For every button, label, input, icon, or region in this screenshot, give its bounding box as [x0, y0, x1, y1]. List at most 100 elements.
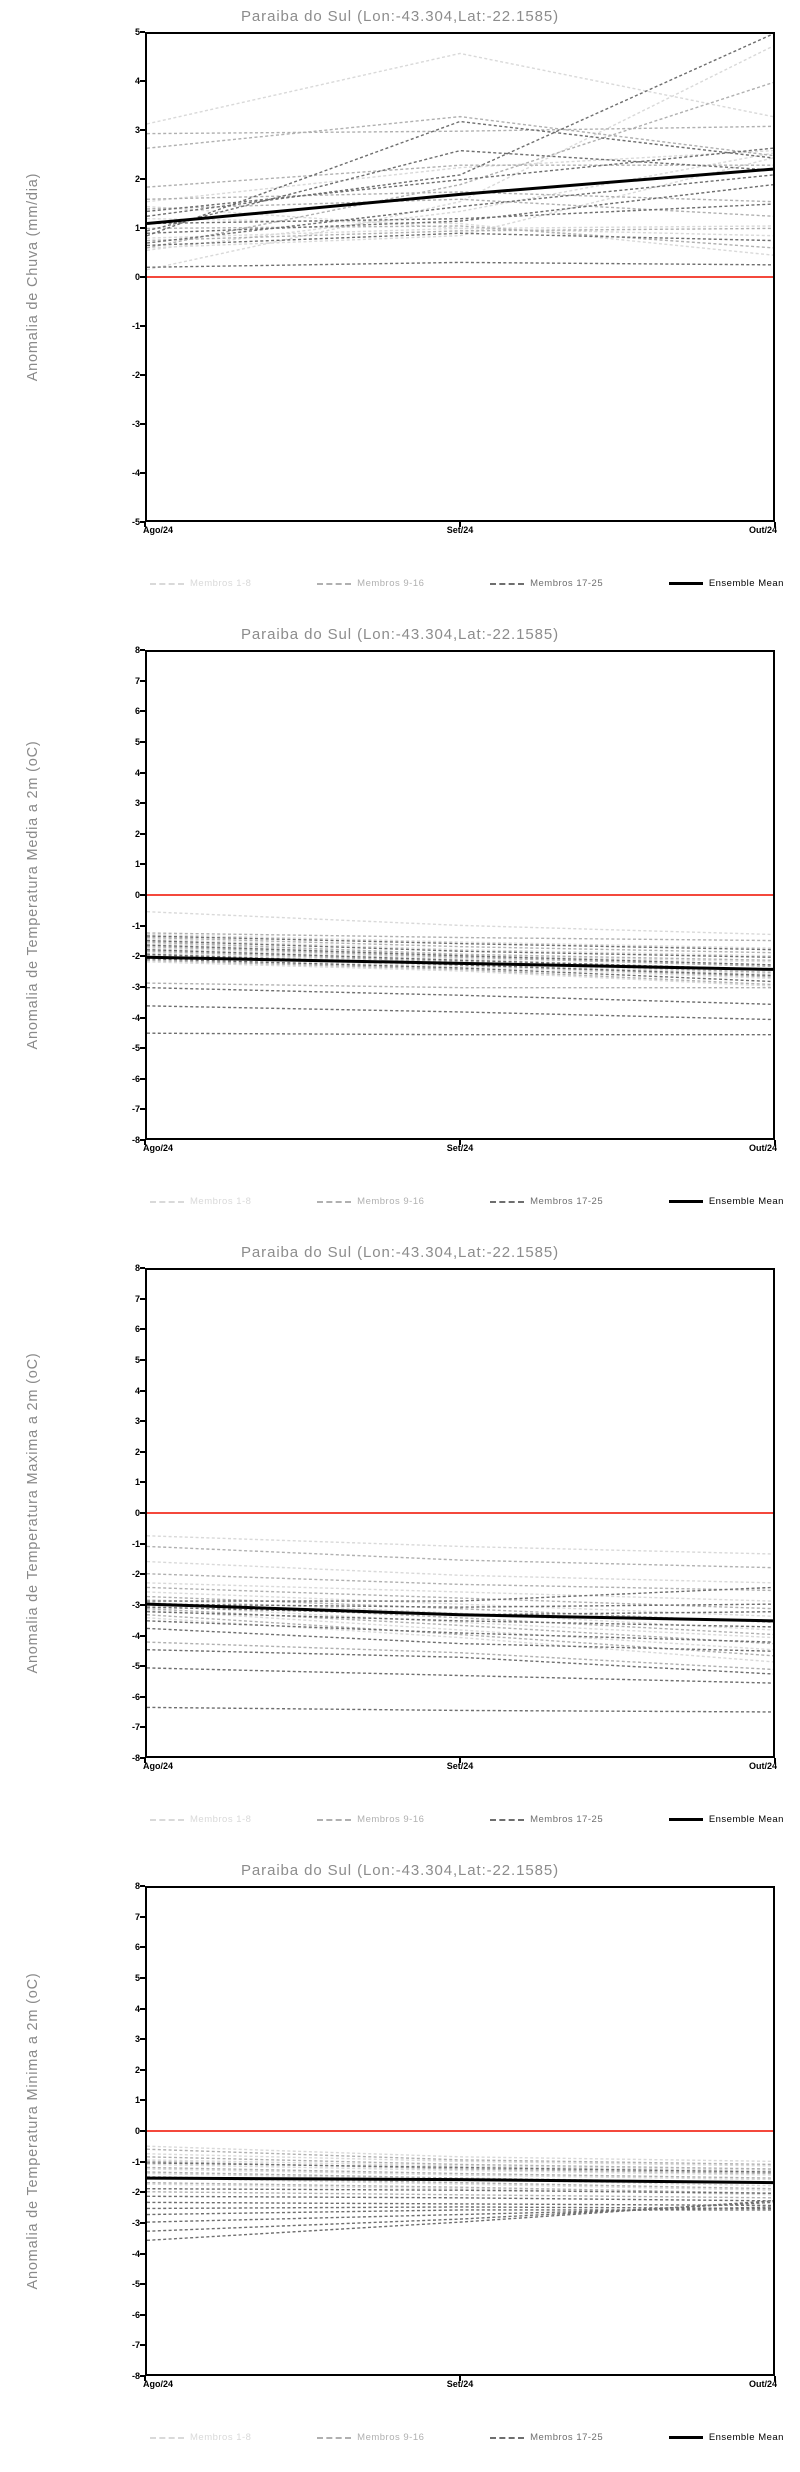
- y-axis-tick-mark: [140, 1946, 145, 1949]
- member-line: [147, 950, 773, 974]
- member-line: [147, 2206, 773, 2210]
- y-axis-tick-mark: [140, 710, 145, 713]
- y-axis-tick-mark: [140, 1328, 145, 1331]
- y-axis-tick-mark: [140, 472, 145, 474]
- ensemble-mean-line: [147, 2176, 773, 2185]
- y-axis-tick-mark: [140, 2252, 145, 2255]
- member-line: [147, 2171, 773, 2184]
- y-axis-tick-mark: [140, 2099, 145, 2102]
- legend-item[interactable]: Ensemble Mean: [668, 1196, 784, 1207]
- y-axis-tick-label: 4: [134, 767, 140, 778]
- legend-label: Ensemble Mean: [708, 578, 784, 589]
- legend-item[interactable]: Membros 1-8: [150, 2432, 251, 2443]
- member-line: [147, 191, 773, 203]
- y-axis-tick-label: 0: [134, 272, 140, 282]
- y-axis-tick-label: -2: [131, 951, 140, 962]
- member-line: [147, 225, 773, 239]
- y-axis-tick-mark: [140, 2313, 145, 2316]
- member-line: [147, 225, 773, 249]
- x-axis-tick-label: Set/24: [446, 1761, 474, 1771]
- member-line: [147, 1582, 773, 1602]
- chart-legend: Membros 1-8 Membros 9-16 Membros 17-25 Ense…: [140, 578, 790, 589]
- member-line: [147, 1627, 773, 1652]
- x-axis-tick-mark: [144, 2376, 146, 2381]
- member-line: [147, 942, 773, 963]
- y-axis-tick-mark: [140, 1757, 145, 1759]
- member-line: [147, 2148, 773, 2166]
- y-axis-tick-mark: [140, 985, 145, 988]
- y-axis-tick-label: 4: [134, 2003, 140, 2014]
- y-axis-tick-label: -6: [131, 2309, 140, 2320]
- y-axis-tick-label: -5: [131, 2279, 140, 2290]
- y-axis-tick-label: 3: [134, 1416, 140, 1427]
- y-axis-tick-label: 1: [134, 223, 140, 233]
- legend-item[interactable]: Membros 1-8: [150, 1814, 251, 1825]
- chart-title: Paraiba do Sul (Lon:-43.304,Lat:-22.1585…: [241, 626, 559, 643]
- y-axis-tick-mark: [140, 740, 145, 743]
- member-line: [147, 2156, 773, 2170]
- chart-legend: Membros 1-8 Membros 9-16 Membros 17-25 Ense…: [140, 1196, 790, 1207]
- legend-swatch-icon: [150, 1818, 184, 1821]
- member-line: [147, 2181, 773, 2194]
- plot-frame: [145, 1268, 775, 1758]
- x-axis-tick-label: Ago/24: [143, 2379, 174, 2389]
- legend-label: Ensemble Mean: [708, 1196, 784, 1207]
- legend-item[interactable]: Membros 9-16: [317, 578, 424, 589]
- member-line: [147, 1604, 773, 1639]
- member-line: [147, 227, 773, 242]
- y-axis-tick-label: 0: [134, 2126, 140, 2136]
- x-axis-tick-label: Out/24: [748, 525, 777, 535]
- legend-item[interactable]: Membros 9-16: [317, 1196, 424, 1207]
- member-line: [147, 1586, 773, 1610]
- member-line: [147, 982, 773, 989]
- ensemble-mean-line: [147, 955, 773, 971]
- legend-swatch-icon: [668, 2436, 703, 2439]
- x-axis-tick-mark: [459, 2376, 461, 2381]
- member-line: [147, 217, 773, 256]
- legend-item[interactable]: Membros 17-25: [490, 1814, 603, 1825]
- legend-item[interactable]: Ensemble Mean: [668, 2432, 784, 2443]
- y-axis-tick-label: 8: [134, 645, 140, 655]
- y-axis-tick-label: 3: [134, 125, 140, 135]
- y-axis-tick-label: 4: [134, 76, 140, 86]
- y-axis-tick-label: 6: [134, 1942, 140, 1953]
- x-axis-tick-label: Out/24: [748, 1143, 777, 1153]
- member-line: [147, 174, 773, 244]
- y-axis-tick-mark: [140, 1047, 145, 1050]
- y-axis-tick-mark: [140, 924, 145, 927]
- chart-title: Paraiba do Sul (Lon:-43.304,Lat:-22.1585…: [241, 8, 559, 25]
- series-canvas: [147, 1512, 773, 1713]
- legend-item[interactable]: Membros 9-16: [317, 2432, 424, 2443]
- y-axis-title: Anomalia de Chuva (mm/dia): [25, 172, 41, 382]
- legend-label: Membros 9-16: [357, 1814, 425, 1825]
- y-axis-tick-label: -5: [131, 1043, 140, 1054]
- series-canvas: [147, 34, 773, 278]
- legend-item[interactable]: Membros 9-16: [317, 1814, 424, 1825]
- legend-item[interactable]: Membros 17-25: [490, 578, 603, 589]
- plot-area: 8 7 6 5 4 3 2 1 0 -1 -2 -3 -4 -5 -6 -7 -8 Ago/24 Set/24 Out…: [132, 1263, 777, 1771]
- y-axis-tick-label: 5: [134, 27, 140, 37]
- legend-item[interactable]: Membros 17-25: [490, 1196, 603, 1207]
- member-line: [147, 939, 773, 958]
- legend-item[interactable]: Membros 17-25: [490, 2432, 603, 2443]
- y-axis-tick-label: 0: [134, 890, 140, 900]
- legend-swatch-icon: [317, 582, 352, 585]
- member-line: [147, 2162, 773, 2173]
- legend-item[interactable]: Ensemble Mean: [668, 1814, 784, 1825]
- chart-legend: Membros 1-8 Membros 9-16 Membros 17-25 Ense…: [140, 1814, 790, 1825]
- y-axis-tick-label: -3: [131, 419, 140, 429]
- member-line: [147, 935, 773, 951]
- member-line: [147, 1667, 773, 1684]
- y-axis-tick-label: 5: [134, 736, 140, 747]
- legend-item[interactable]: Membros 1-8: [150, 578, 251, 589]
- y-axis-tick-mark: [140, 1885, 145, 1887]
- y-axis-tick-mark: [140, 2068, 145, 2071]
- legend-item[interactable]: Ensemble Mean: [668, 578, 784, 589]
- member-line: [147, 1603, 773, 1608]
- legend-item[interactable]: Membros 1-8: [150, 1196, 251, 1207]
- y-axis-tick-mark: [140, 31, 145, 33]
- ensemble-mean-line: [147, 167, 773, 226]
- y-axis-tick-label: -8: [131, 1753, 140, 1763]
- y-axis-tick-label: -7: [131, 1104, 140, 1115]
- chart-panel: Paraiba do Sul (Lon:-43.304,Lat:-22.1585…: [0, 1236, 800, 1854]
